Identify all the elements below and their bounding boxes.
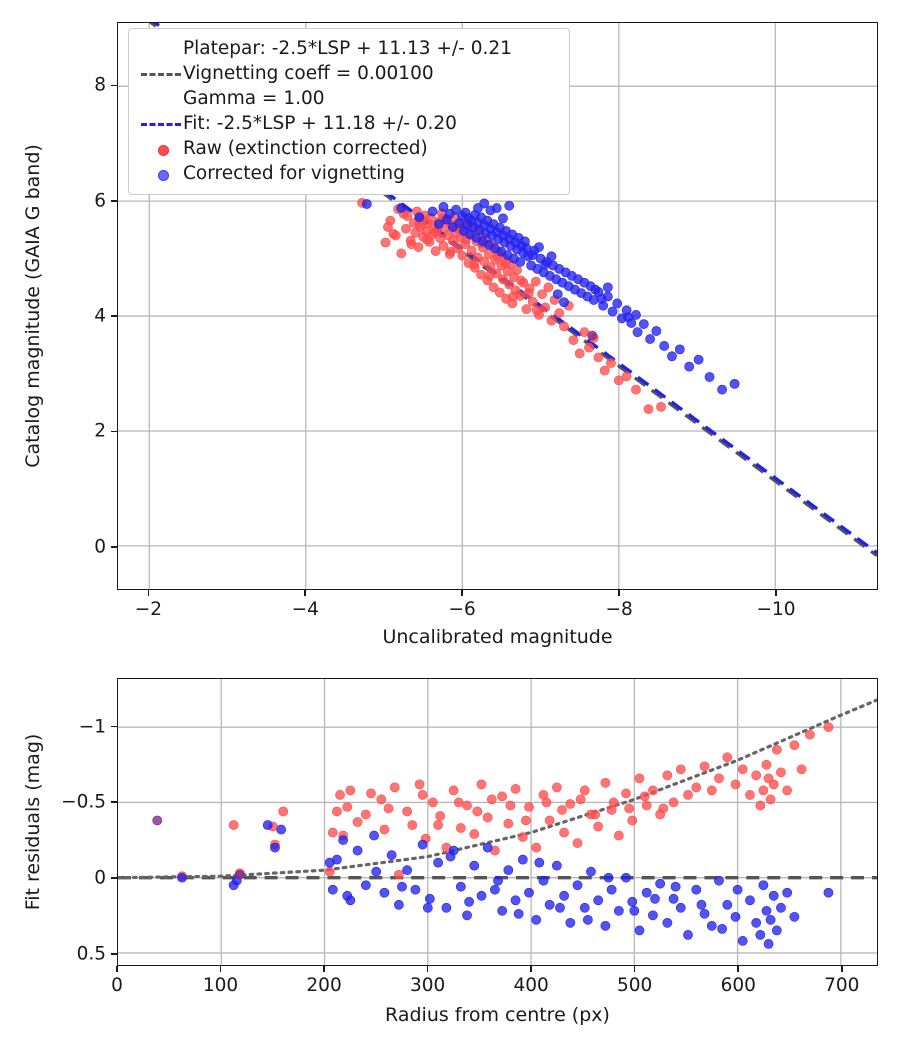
- legend-label-vignetting-coeff: Vignetting coeff = 0.00100: [183, 63, 434, 84]
- fit-residuals-plot: [117, 678, 878, 966]
- x-tick-mark: [147, 590, 150, 596]
- dashed-line-icon: [141, 72, 181, 76]
- y-tick-label: 4: [94, 305, 106, 327]
- x-tick-label: 100: [202, 975, 239, 996]
- y-tick-mark: [111, 199, 117, 202]
- x-tick-mark: [775, 590, 777, 596]
- y-tick-label: 6: [94, 190, 106, 212]
- y-tick-label: −1: [78, 716, 106, 737]
- legend-item-platepar: Platepar: -2.5*LSP + 11.13 +/- 0.21: [139, 36, 559, 61]
- x-tick-label: −10: [756, 599, 796, 620]
- legend-marker-none: [139, 88, 183, 110]
- x-tick-mark: [633, 966, 636, 972]
- grid-lines: [118, 679, 877, 965]
- scatter-series: [587, 330, 598, 341]
- x-tick-label: 500: [617, 975, 653, 996]
- x-tick-label: 400: [513, 975, 549, 996]
- x-tick-mark: [323, 966, 325, 972]
- x-tick-mark: [219, 966, 222, 972]
- y-tick-mark: [111, 84, 117, 87]
- plot-legend: Platepar: -2.5*LSP + 11.13 +/- 0.21 Vign…: [128, 28, 570, 195]
- x-tick-label: −8: [605, 599, 633, 620]
- scatter-series: [177, 820, 834, 949]
- legend-label-raw: Raw (extinction corrected): [183, 138, 428, 159]
- bottom-plot-x-axis-title: Radius from centre (px): [385, 1004, 610, 1026]
- legend-item-fit: Fit: -2.5*LSP + 11.18 +/- 0.20: [139, 111, 559, 136]
- y-tick-label: 0.5: [76, 943, 106, 965]
- top-plot-x-axis-title: Uncalibrated magnitude: [382, 626, 613, 648]
- legend-item-gamma: Gamma = 1.00: [139, 86, 559, 111]
- legend-item-corrected: Corrected for vignetting: [139, 161, 559, 186]
- bottom-plot-y-axis-title: Fit residuals (mag): [22, 733, 44, 911]
- x-tick-label: 0: [111, 975, 123, 996]
- legend-label-gamma: Gamma = 1.00: [183, 88, 325, 109]
- legend-marker-dashed-gray: [139, 63, 183, 85]
- x-tick-label: −6: [448, 599, 476, 620]
- fit-residuals-canvas: [118, 679, 877, 965]
- top-plot-y-axis-title: Catalog magnitude (GAIA G band): [22, 144, 44, 468]
- y-tick-label: 0: [94, 867, 106, 889]
- x-tick-label: −4: [291, 599, 319, 620]
- x-tick-label: 300: [409, 975, 446, 996]
- legend-marker-dot-red: [139, 138, 183, 160]
- scatter-series: [177, 722, 834, 882]
- x-tick-mark: [530, 966, 532, 972]
- x-tick-mark: [737, 966, 740, 972]
- x-tick-label: 700: [824, 975, 860, 996]
- legend-marker-dashed-blue: [139, 113, 183, 135]
- x-tick-mark: [426, 966, 429, 972]
- legend-marker-dot-blue: [139, 163, 183, 185]
- scatter-series: [361, 198, 740, 395]
- y-tick-mark: [111, 430, 117, 433]
- x-tick-mark: [618, 590, 620, 596]
- legend-label-corrected: Corrected for vignetting: [183, 163, 405, 184]
- x-tick-label: 200: [306, 975, 342, 996]
- legend-item-vignetting-coeff: Vignetting coeff = 0.00100: [139, 61, 559, 86]
- x-tick-mark: [461, 590, 463, 596]
- y-tick-mark: [111, 877, 117, 879]
- x-tick-mark: [840, 966, 843, 972]
- x-tick-mark: [304, 590, 307, 596]
- legend-marker-none: [139, 38, 183, 60]
- scatter-dot-icon: [158, 169, 169, 181]
- x-tick-label: 600: [720, 975, 756, 996]
- y-tick-label: 2: [94, 420, 106, 442]
- plot-line: [118, 698, 877, 880]
- y-tick-mark: [111, 315, 117, 317]
- y-tick-mark: [111, 725, 117, 728]
- x-tick-label: −2: [134, 599, 163, 620]
- y-tick-mark: [111, 545, 117, 548]
- legend-label-fit: Fit: -2.5*LSP + 11.18 +/- 0.20: [183, 113, 457, 134]
- scatter-series: [357, 197, 666, 415]
- y-tick-label: 8: [94, 74, 106, 96]
- y-tick-mark: [111, 953, 117, 955]
- y-tick-mark: [111, 801, 117, 804]
- legend-label-platepar: Platepar: -2.5*LSP + 11.13 +/- 0.21: [183, 38, 512, 59]
- y-tick-label: −0.5: [61, 791, 106, 813]
- scatter-series: [152, 815, 245, 880]
- x-tick-mark: [116, 966, 118, 972]
- dashed-line-icon: [141, 122, 181, 126]
- y-tick-label: 0: [94, 536, 106, 558]
- legend-item-raw: Raw (extinction corrected): [139, 136, 559, 161]
- scatter-dot-icon: [158, 144, 169, 156]
